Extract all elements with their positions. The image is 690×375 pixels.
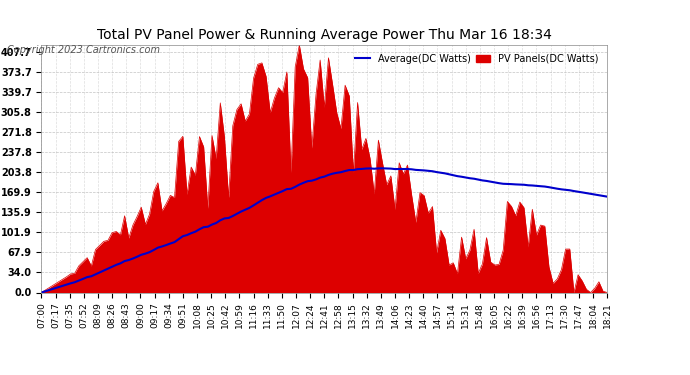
Legend: Average(DC Watts), PV Panels(DC Watts): Average(DC Watts), PV Panels(DC Watts) (352, 50, 602, 68)
Title: Total PV Panel Power & Running Average Power Thu Mar 16 18:34: Total PV Panel Power & Running Average P… (97, 28, 552, 42)
Text: Copyright 2023 Cartronics.com: Copyright 2023 Cartronics.com (7, 45, 160, 55)
